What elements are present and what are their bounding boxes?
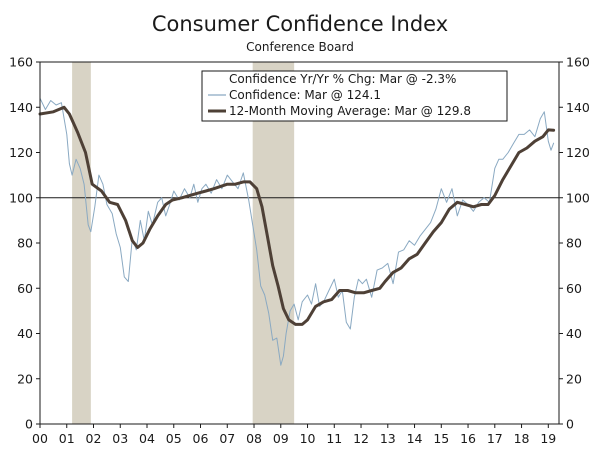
y-tick-label-right: 80 bbox=[566, 236, 582, 251]
series-line-12-month-moving-average bbox=[38, 105, 556, 326]
x-tick-label: 06 bbox=[193, 431, 209, 446]
x-tick-label: 05 bbox=[166, 431, 182, 446]
y-axis-right: 0 20 40 60 80 100 120 140 160 bbox=[559, 55, 590, 432]
x-tick-label: 16 bbox=[460, 431, 476, 446]
y-tick-label-left: 0 bbox=[25, 417, 33, 432]
x-tick-label: 03 bbox=[112, 431, 128, 446]
chart-title: Consumer Confidence Index bbox=[152, 12, 448, 36]
x-tick-label: 17 bbox=[487, 431, 503, 446]
x-tick-label: 14 bbox=[407, 431, 423, 446]
series-group bbox=[38, 97, 556, 366]
x-tick-label: 04 bbox=[139, 431, 155, 446]
recession-band-1 bbox=[72, 62, 91, 424]
y-tick-label-right: 60 bbox=[566, 281, 582, 296]
y-tick-label-left: 20 bbox=[17, 371, 33, 386]
x-tick-label: 02 bbox=[86, 431, 102, 446]
legend-box bbox=[201, 70, 508, 122]
x-tick-label: 08 bbox=[246, 431, 262, 446]
y-tick-label-left: 120 bbox=[9, 145, 33, 160]
x-tick-label: 15 bbox=[433, 431, 449, 446]
legend-entry-moving-average: 12-Month Moving Average: Mar @ 129.8 bbox=[229, 104, 471, 118]
x-tick-label: 13 bbox=[380, 431, 396, 446]
y-tick-label-left: 60 bbox=[17, 281, 33, 296]
y-tick-label-right: 100 bbox=[566, 190, 590, 205]
recession-band-2 bbox=[252, 62, 295, 424]
legend-entry-confidence: Confidence: Mar @ 124.1 bbox=[229, 88, 381, 102]
x-tick-label: 12 bbox=[353, 431, 369, 446]
chart-subtitle: Conference Board bbox=[246, 40, 354, 54]
y-tick-label-right: 0 bbox=[566, 417, 574, 432]
x-tick-label: 01 bbox=[59, 431, 75, 446]
x-tick-label: 09 bbox=[273, 431, 289, 446]
y-axis-left: 0 20 40 60 80 100 120 140 160 bbox=[9, 55, 40, 432]
x-tick-label: 19 bbox=[540, 431, 556, 446]
y-tick-label-left: 160 bbox=[9, 55, 33, 70]
x-axis: 00 01 02 03 04 05 06 07 08 09 10 11 12 13 14 15 16 17 18 19 bbox=[32, 424, 556, 446]
x-tick-label: 07 bbox=[219, 431, 235, 446]
y-tick-label-left: 80 bbox=[17, 236, 33, 251]
y-tick-label-left: 40 bbox=[17, 326, 33, 341]
legend: Confidence Yr/Yr % Chg: Mar @ -2.3% Conf… bbox=[201, 70, 508, 122]
y-tick-label-right: 20 bbox=[566, 371, 582, 386]
x-tick-label: 11 bbox=[326, 431, 342, 446]
x-tick-label: 00 bbox=[32, 431, 48, 446]
legend-entry-yoy: Confidence Yr/Yr % Chg: Mar @ -2.3% bbox=[229, 72, 456, 86]
y-tick-label-left: 140 bbox=[9, 100, 33, 115]
y-tick-label-right: 120 bbox=[566, 145, 590, 160]
y-tick-label-right: 160 bbox=[566, 55, 590, 70]
x-tick-label: 10 bbox=[300, 431, 316, 446]
y-tick-label-right: 140 bbox=[566, 100, 590, 115]
series-line-confidence bbox=[39, 97, 555, 366]
y-tick-label-left: 100 bbox=[9, 190, 33, 205]
y-tick-label-right: 40 bbox=[566, 326, 582, 341]
x-tick-label: 18 bbox=[514, 431, 530, 446]
